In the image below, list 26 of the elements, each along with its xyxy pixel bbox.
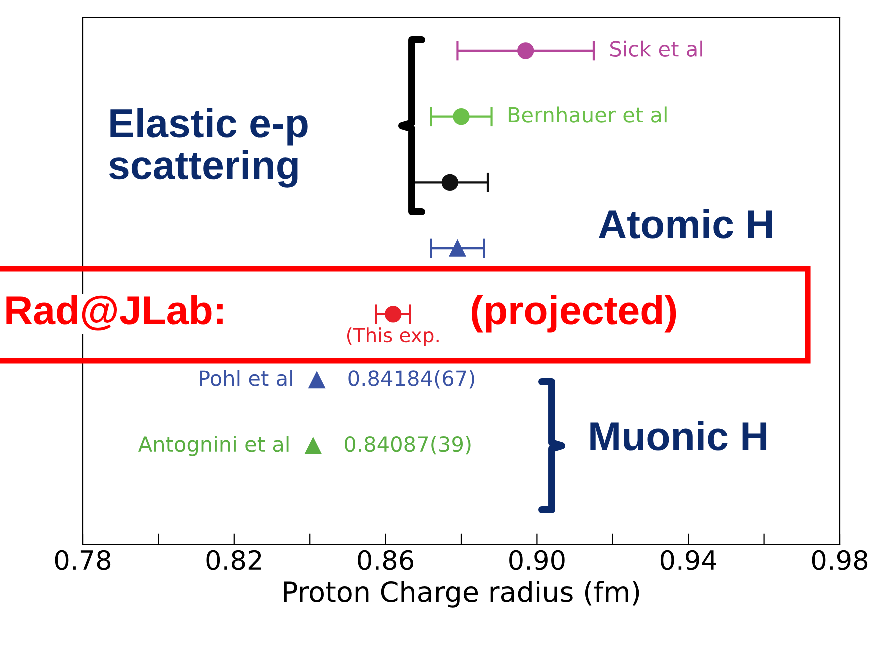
- annotation: Elastic e-p scattering: [109, 108, 308, 188]
- point: [308, 372, 326, 389]
- annotation: Muonic H: [590, 421, 767, 451]
- x-tick-label: 0.94: [660, 550, 716, 570]
- point: [305, 438, 322, 455]
- data-label: 0.84184(67): [348, 370, 474, 389]
- x-tick-label: 0.82: [206, 550, 262, 570]
- x-tick-label: 0.86: [358, 550, 414, 570]
- data-label: 0.84087(39): [345, 436, 471, 455]
- point: [385, 306, 402, 323]
- text: Sick et al: [610, 40, 702, 57]
- annotation: Atomic H: [599, 209, 772, 239]
- point: [518, 42, 534, 60]
- x-axis-title: Proton Charge radius (fm): [284, 580, 640, 608]
- series-label: Antognini et al: [138, 436, 289, 456]
- text: 0.90: [510, 550, 565, 570]
- series-label: Pohl et al: [200, 370, 292, 386]
- point: [449, 240, 466, 257]
- series-label: Bernhauer et al: [508, 106, 667, 123]
- point: [453, 108, 470, 126]
- series-label: (This exp.: [347, 328, 439, 346]
- point: [442, 174, 458, 192]
- annotation: Rad@JLab:: [6, 295, 223, 331]
- x-tick-label: 0.98: [812, 550, 868, 570]
- x-tick-label: 0.78: [55, 550, 111, 570]
- annotation: (projected): [472, 295, 676, 333]
